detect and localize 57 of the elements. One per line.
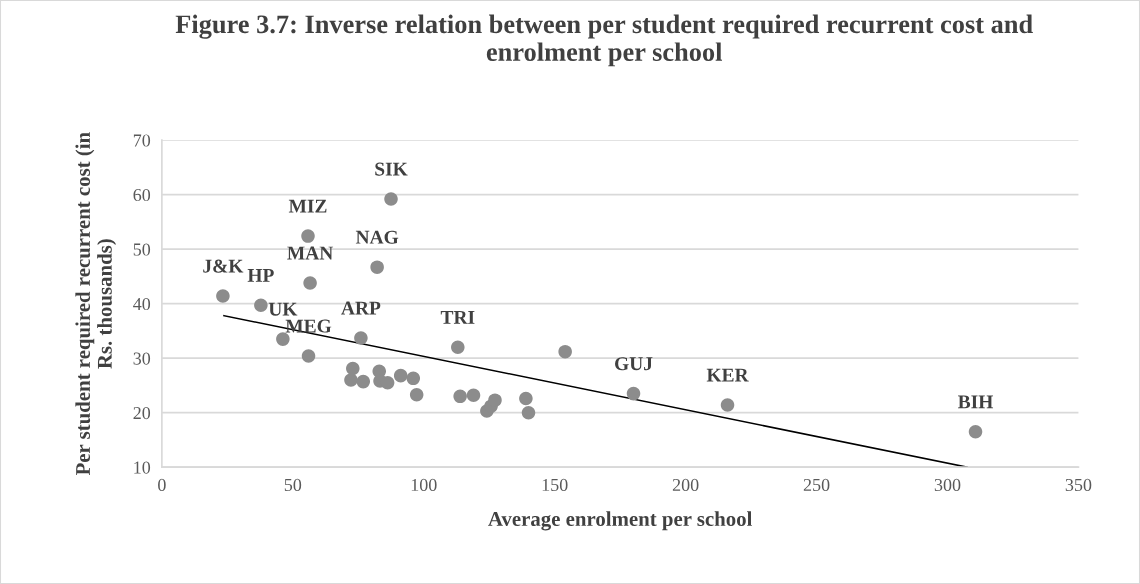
y-tick-label: 70 — [133, 134, 151, 147]
annotation: NAG — [355, 230, 399, 244]
point — [466, 388, 481, 403]
annotation: UK — [268, 302, 298, 316]
point — [968, 425, 983, 439]
point — [393, 368, 408, 383]
point — [626, 386, 641, 401]
x-tick-label: 0 — [158, 478, 166, 492]
x-tick-label: 50 — [284, 478, 302, 492]
point — [453, 389, 467, 404]
point — [384, 192, 398, 206]
x-tick-label: 200 — [672, 478, 699, 492]
x-tick-label: 300 — [934, 478, 961, 492]
annotation: SIK — [375, 162, 408, 176]
point — [720, 398, 735, 412]
y-tick-label: 30 — [133, 352, 151, 365]
annotation: TRI — [440, 310, 475, 324]
point — [344, 373, 358, 387]
point — [451, 340, 465, 355]
point — [216, 289, 230, 303]
point — [301, 229, 315, 243]
annotation: BIH — [958, 395, 994, 409]
annotation: MIZ — [288, 199, 327, 213]
point — [346, 361, 360, 376]
annotation: GUJ — [615, 357, 653, 371]
point — [276, 332, 290, 346]
point — [356, 374, 371, 389]
point — [354, 331, 368, 345]
x-tick-label: 100 — [411, 478, 437, 492]
point — [254, 298, 268, 313]
x-axis-title: Average enrolment per school — [488, 511, 753, 531]
annotation: ARP — [341, 301, 381, 315]
y-tick-label: 20 — [133, 406, 151, 420]
y-axis-title: Per student required recurrent cost (in Rs. thousands) — [75, 132, 117, 476]
y-tick-label: 40 — [133, 297, 151, 311]
annotation: HP — [247, 269, 274, 282]
point — [558, 344, 572, 359]
y-tick-label: 10 — [134, 461, 151, 474]
x-tick-label: 350 — [1065, 478, 1092, 492]
annotation: KER — [706, 368, 749, 382]
chart-title: Figure 3.7: Inverse relation between per student required recurrent cost and enrolment per school — [175, 14, 1033, 67]
point — [301, 349, 316, 363]
point — [521, 405, 536, 420]
y-tick-label: 50 — [133, 243, 151, 256]
point — [370, 260, 384, 274]
x-tick-label: 250 — [803, 478, 830, 492]
annotation: MEG — [285, 319, 332, 333]
annotation: J&K — [203, 259, 244, 273]
y-tick-label: 60 — [133, 188, 151, 202]
point — [406, 371, 421, 386]
point — [380, 375, 395, 390]
point — [409, 387, 424, 402]
annotation: MAN — [287, 246, 334, 260]
point — [488, 393, 502, 407]
point — [303, 276, 317, 290]
x-tick-label: 150 — [542, 478, 568, 492]
point — [519, 391, 533, 406]
